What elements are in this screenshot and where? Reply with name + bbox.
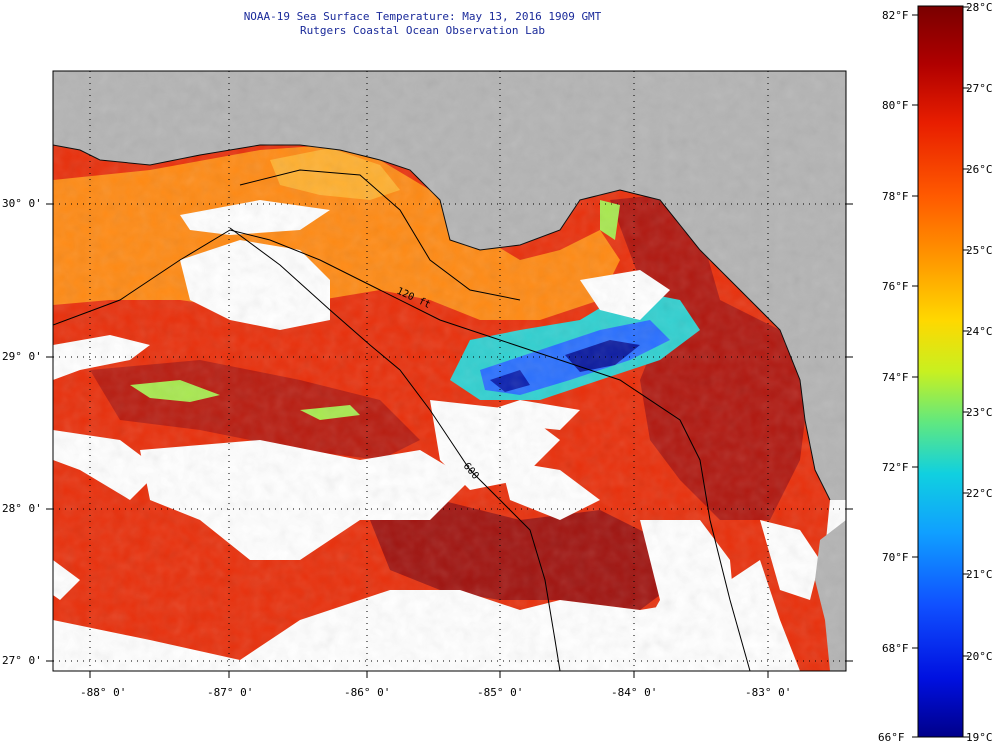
contour-120ft xyxy=(53,229,751,671)
map-title: NOAA-19 Sea Surface Temperature: May 13,… xyxy=(0,10,845,38)
colorbar-f-66: 66°F xyxy=(878,731,905,744)
colorbar-c-25: 25°C xyxy=(966,244,993,257)
colorbar-c-22: 22°C xyxy=(966,487,993,500)
colorbar-c-23: 23°C xyxy=(966,406,993,419)
colorbar-f-82: 82°F xyxy=(882,9,909,22)
title-line-1: NOAA-19 Sea Surface Temperature: May 13,… xyxy=(243,10,602,23)
lat-label-30: 30° 0' xyxy=(2,197,42,210)
colorbar xyxy=(917,5,964,738)
lon-label-85: -85° 0' xyxy=(477,686,524,699)
graticule xyxy=(53,71,846,671)
colorbar-c-21: 21°C xyxy=(966,568,993,581)
colorbar-f-74: 74°F xyxy=(882,371,909,384)
colorbar-f-72: 72°F xyxy=(882,461,909,474)
axis-ticks xyxy=(46,203,853,678)
colorbar-c-27: 27°C xyxy=(966,82,993,95)
colorbar-ticks xyxy=(912,6,969,738)
colorbar-c-20: 20°C xyxy=(966,650,993,663)
colorbar-f-76: 76°F xyxy=(882,280,909,293)
colorbar-c-28: 28°C xyxy=(966,1,993,14)
lon-label-83: -83° 0' xyxy=(745,686,792,699)
lat-label-28: 28° 0' xyxy=(2,502,42,515)
colorbar-f-68: 68°F xyxy=(882,642,909,655)
colorbar-c-26: 26°C xyxy=(966,163,993,176)
lon-label-86: -86° 0' xyxy=(344,686,391,699)
map-area xyxy=(53,71,846,671)
title-line-2: Rutgers Coastal Ocean Observation Lab xyxy=(299,24,546,37)
map-frame xyxy=(52,70,847,672)
colorbar-f-70: 70°F xyxy=(882,551,909,564)
contour-600 xyxy=(229,227,561,671)
colorbar-c-19: 19°C xyxy=(966,731,993,744)
colorbar-f-78: 78°F xyxy=(882,190,909,203)
lon-label-87: -87° 0' xyxy=(207,686,254,699)
lat-label-29: 29° 0' xyxy=(2,350,42,363)
lon-label-88: -88° 0' xyxy=(80,686,127,699)
data-texture xyxy=(53,71,846,671)
lon-label-84: -84° 0' xyxy=(611,686,658,699)
colorbar-f-80: 80°F xyxy=(882,99,909,112)
colorbar-c-24: 24°C xyxy=(966,325,993,338)
lat-label-27: 27° 0' xyxy=(2,654,42,667)
contour-shelf xyxy=(239,169,521,301)
